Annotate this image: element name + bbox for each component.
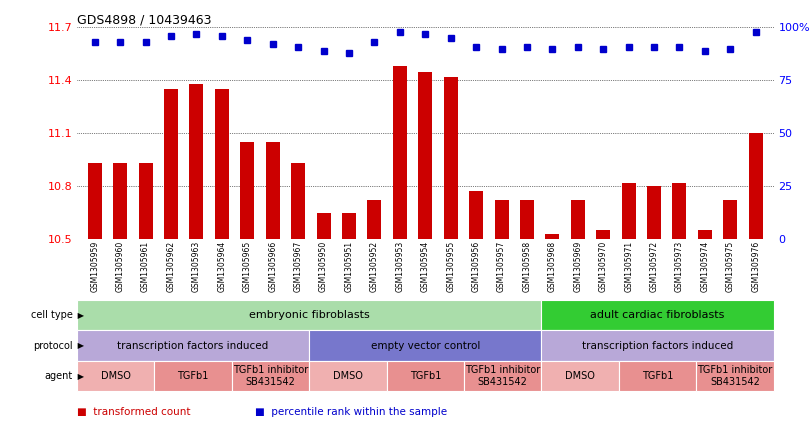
Text: GSM1305958: GSM1305958	[522, 241, 531, 292]
Text: TGFb1 inhibitor
SB431542: TGFb1 inhibitor SB431542	[232, 365, 308, 387]
Text: TGFb1: TGFb1	[177, 371, 209, 381]
Text: GSM1305962: GSM1305962	[167, 241, 176, 292]
Text: GSM1305967: GSM1305967	[294, 241, 303, 292]
Text: ■  transformed count: ■ transformed count	[77, 407, 190, 417]
Text: ▶: ▶	[75, 310, 84, 320]
Text: DMSO: DMSO	[333, 371, 363, 381]
Text: GSM1305969: GSM1305969	[573, 241, 582, 292]
Text: GSM1305964: GSM1305964	[217, 241, 226, 292]
Text: transcription factors induced: transcription factors induced	[117, 341, 269, 351]
Bar	[393, 66, 407, 239]
Bar	[596, 230, 610, 239]
Text: agent: agent	[45, 371, 73, 381]
Bar	[164, 89, 178, 239]
Text: cell type: cell type	[31, 310, 73, 320]
Text: GSM1305968: GSM1305968	[548, 241, 556, 292]
Text: GSM1305959: GSM1305959	[90, 241, 100, 292]
Text: GSM1305956: GSM1305956	[471, 241, 480, 292]
Text: transcription factors induced: transcription factors induced	[582, 341, 733, 351]
Bar	[571, 200, 585, 239]
Text: GSM1305966: GSM1305966	[268, 241, 277, 292]
Text: GSM1305960: GSM1305960	[116, 241, 125, 292]
Text: protocol: protocol	[33, 341, 73, 351]
Text: GSM1305951: GSM1305951	[344, 241, 353, 292]
Text: GSM1305976: GSM1305976	[751, 241, 761, 292]
Text: TGFb1 inhibitor
SB431542: TGFb1 inhibitor SB431542	[465, 365, 540, 387]
Bar	[190, 84, 203, 239]
Bar	[342, 213, 356, 239]
Text: GSM1305961: GSM1305961	[141, 241, 150, 292]
Text: GDS4898 / 10439463: GDS4898 / 10439463	[77, 14, 211, 26]
Bar	[241, 142, 254, 239]
Text: adult cardiac fibroblasts: adult cardiac fibroblasts	[590, 310, 725, 320]
Bar	[469, 192, 483, 239]
Text: empty vector control: empty vector control	[370, 341, 480, 351]
Text: TGFb1: TGFb1	[642, 371, 673, 381]
Bar	[418, 71, 433, 239]
Text: ■  percentile rank within the sample: ■ percentile rank within the sample	[255, 407, 447, 417]
Text: ▶: ▶	[75, 341, 84, 350]
Text: GSM1305973: GSM1305973	[675, 241, 684, 292]
Text: GSM1305972: GSM1305972	[650, 241, 659, 292]
Bar	[113, 163, 127, 239]
Text: embryonic fibroblasts: embryonic fibroblasts	[249, 310, 369, 320]
Bar	[672, 183, 686, 239]
Text: GSM1305953: GSM1305953	[395, 241, 404, 292]
Bar	[698, 230, 712, 239]
Text: GSM1305957: GSM1305957	[497, 241, 506, 292]
Bar	[368, 200, 382, 239]
Bar	[317, 213, 330, 239]
Text: GSM1305970: GSM1305970	[599, 241, 608, 292]
Text: GSM1305965: GSM1305965	[243, 241, 252, 292]
Bar	[495, 200, 509, 239]
Text: GSM1305954: GSM1305954	[420, 241, 430, 292]
Bar	[545, 234, 560, 239]
Bar	[139, 163, 152, 239]
Bar	[266, 142, 279, 239]
Text: TGFb1: TGFb1	[410, 371, 441, 381]
Text: GSM1305952: GSM1305952	[370, 241, 379, 292]
Text: TGFb1 inhibitor
SB431542: TGFb1 inhibitor SB431542	[697, 365, 773, 387]
Bar	[444, 77, 458, 239]
Bar	[748, 133, 763, 239]
Text: DMSO: DMSO	[100, 371, 130, 381]
Bar	[215, 89, 229, 239]
Text: GSM1305975: GSM1305975	[726, 241, 735, 292]
Bar	[647, 186, 661, 239]
Text: ▶: ▶	[75, 371, 84, 381]
Bar	[520, 200, 534, 239]
Text: GSM1305971: GSM1305971	[625, 241, 633, 292]
Text: GSM1305974: GSM1305974	[701, 241, 710, 292]
Bar	[723, 200, 737, 239]
Bar	[621, 183, 636, 239]
Text: GSM1305950: GSM1305950	[319, 241, 328, 292]
Text: DMSO: DMSO	[565, 371, 595, 381]
Bar	[87, 163, 102, 239]
Text: GSM1305955: GSM1305955	[446, 241, 455, 292]
Text: GSM1305963: GSM1305963	[192, 241, 201, 292]
Bar	[291, 163, 305, 239]
